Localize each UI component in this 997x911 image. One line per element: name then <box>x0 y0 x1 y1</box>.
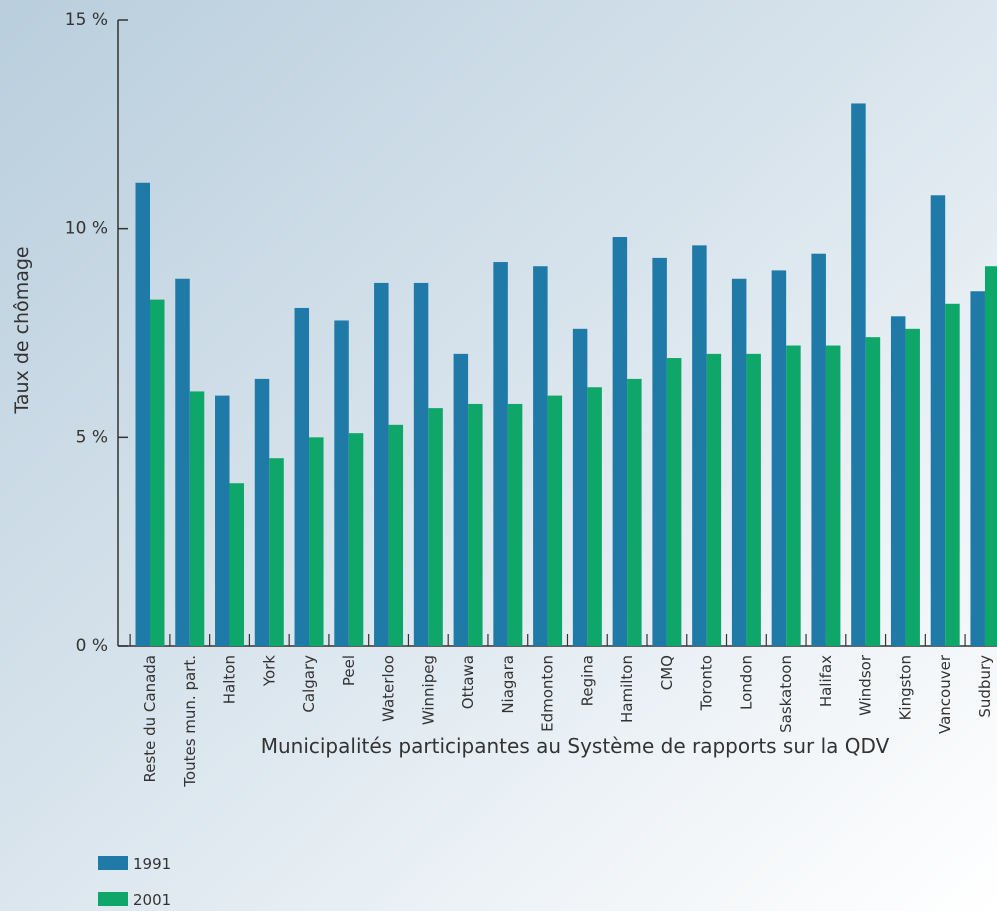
y-tick-label: 5 % <box>76 427 108 447</box>
bar <box>389 425 404 646</box>
bar <box>587 387 602 646</box>
x-tick-label: Regina <box>578 655 596 706</box>
bar <box>269 458 284 646</box>
bar <box>786 346 801 646</box>
y-axis-title: Taux de chômage <box>11 246 33 414</box>
bar <box>627 379 642 646</box>
y-tick-label: 10 % <box>65 219 108 239</box>
bar <box>414 283 429 646</box>
bar <box>652 258 667 646</box>
bar <box>468 404 483 646</box>
x-tick-label: Windsor <box>857 654 875 716</box>
bar <box>230 483 245 646</box>
bar <box>707 354 722 646</box>
legend-swatch <box>98 856 128 870</box>
x-tick-label: Halifax <box>817 655 835 707</box>
x-tick-label: Peel <box>340 655 358 686</box>
bar <box>667 358 682 646</box>
x-tick-label: Hamilton <box>618 655 636 723</box>
bar <box>150 300 165 646</box>
bar <box>454 354 469 646</box>
legend-swatch <box>98 892 128 906</box>
bar <box>175 279 190 646</box>
bar <box>255 379 270 646</box>
x-tick-label: Toronto <box>698 655 716 711</box>
bar <box>985 266 997 646</box>
x-tick-label: Saskatoon <box>777 655 795 733</box>
x-tick-label: Toutes mun. part. <box>181 655 199 788</box>
x-tick-label: Vancouver <box>936 654 954 734</box>
x-tick-label: Halton <box>221 655 239 704</box>
bar <box>905 329 920 646</box>
y-tick-label: 15 % <box>65 10 108 30</box>
bar <box>295 308 310 646</box>
bar <box>811 254 826 646</box>
x-tick-label: Niagara <box>499 655 517 714</box>
bar <box>866 337 881 646</box>
bar <box>548 396 563 646</box>
bar <box>374 283 389 646</box>
bar <box>533 266 548 646</box>
bar <box>334 320 349 646</box>
bar <box>692 245 707 646</box>
bar <box>732 279 747 646</box>
bar <box>508 404 522 646</box>
bar <box>493 262 508 646</box>
bar <box>613 237 628 646</box>
bar <box>891 316 906 646</box>
x-tick-label: Sudbury <box>976 655 994 718</box>
bar <box>746 354 761 646</box>
bar <box>573 329 588 646</box>
x-tick-label: Edmonton <box>539 655 557 732</box>
x-tick-label: Reste du Canada <box>141 655 159 783</box>
y-tick-label: 0 % <box>76 636 108 656</box>
bar <box>190 391 205 646</box>
bar <box>931 195 946 646</box>
x-tick-label: Kingston <box>896 655 914 720</box>
legend-label: 1991 <box>133 855 171 873</box>
bar <box>349 433 364 646</box>
bar <box>945 304 960 646</box>
x-tick-label: CMQ <box>658 655 676 690</box>
bar <box>215 396 230 646</box>
x-tick-label: Ottawa <box>459 655 477 709</box>
bar <box>851 103 866 646</box>
x-axis-title: Municipalités participantes au Système d… <box>261 734 890 758</box>
chart: Taux de chômage Municipalités participan… <box>0 0 997 911</box>
bar <box>772 270 787 646</box>
bar <box>970 291 985 646</box>
x-tick-label: Waterloo <box>380 655 398 722</box>
bar <box>428 408 443 646</box>
x-tick-label: York <box>260 655 278 688</box>
bar <box>136 183 151 646</box>
legend-label: 2001 <box>133 891 171 909</box>
x-tick-label: London <box>737 655 755 710</box>
bar <box>309 437 324 646</box>
bar <box>826 346 841 646</box>
x-tick-label: Calgary <box>300 655 318 713</box>
x-tick-label: Winnipeg <box>419 655 437 725</box>
